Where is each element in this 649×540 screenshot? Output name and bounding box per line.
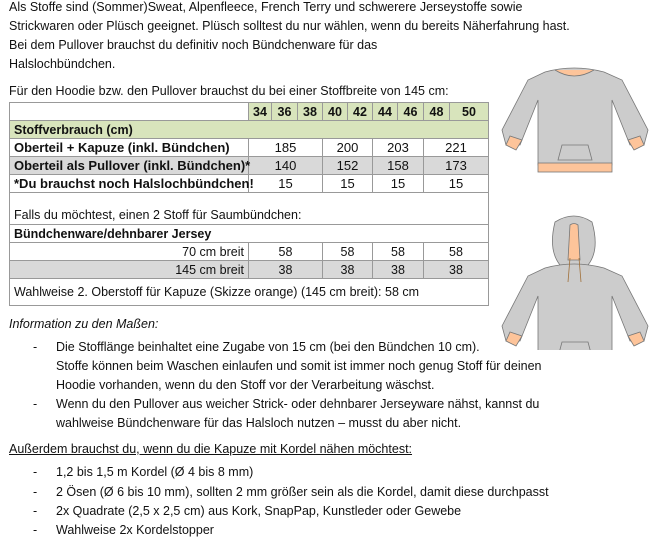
cell: 221 [423,138,489,157]
pullover-sketch [501,67,649,173]
cell: 38 [322,260,373,279]
info-bullet-line: Hoodie vorhanden, wenn du den Stoff vor … [56,378,435,392]
cell: 38 [248,260,323,279]
cell: 158 [372,156,424,175]
size-header: 38 [297,102,323,121]
bullet-dash: - [33,340,38,354]
extra-bullet: Wahlweise 2x Kordelstopper [56,523,214,537]
row-label: Oberteil als Pullover (inkl. Bündchen)* [9,156,250,175]
info-bullet-line: Wenn du den Pullover aus weicher Strick-… [56,397,540,411]
info-heading: Information zu den Maßen: [9,317,159,331]
sub-section-header: Bündchenware/dehnbarer Jersey [9,224,489,243]
cell: 173 [423,156,489,175]
size-header: 46 [397,102,424,121]
cell: 203 [372,138,424,157]
bullet-dash: - [33,485,38,499]
row-label: 70 cm breit [9,242,249,261]
extra-heading: Außerdem brauchst du, wenn du die Kapuze… [9,442,413,456]
hoodie-sketch [501,215,649,350]
cell: 58 [423,242,489,261]
intro-line: Als Stoffe sind (Sommer)Sweat, Alpenflee… [9,0,523,14]
cell: 38 [372,260,424,279]
size-header: 34 [248,102,272,121]
cell: 58 [248,242,323,261]
cell: 152 [322,156,373,175]
info-bullet-line: Stoffe können beim Waschen einlaufen und… [56,359,542,373]
bullet-dash: - [33,397,38,411]
size-header: 42 [347,102,373,121]
info-bullet-line: wahlweise Bündchenware für das Halsloch … [56,416,462,430]
bullet-dash: - [33,465,38,479]
cell: 200 [322,138,373,157]
bullet-dash: - [33,504,38,518]
table-caption: Für den Hoodie bzw. den Pullover brauchs… [9,84,449,98]
size-header: 50 [449,102,489,121]
intro-line: Halslochbündchen. [9,57,116,71]
fabric-table: 34 36 38 40 42 44 46 48 50 Stoffverbrauc… [9,102,489,306]
row-label: *Du brauchst noch Halslochbündchen! [9,174,254,193]
header-blank [9,102,249,121]
size-header: 36 [271,102,298,121]
cell: 15 [248,174,323,193]
cell: 15 [423,174,489,193]
footer-row: Wahlweise 2. Oberstoff für Kapuze (Skizz… [9,278,489,306]
intro-line: Bei dem Pullover brauchst du definitiv n… [9,38,378,52]
cell: 38 [423,260,489,279]
size-header: 44 [372,102,398,121]
cell: 185 [248,138,323,157]
cell: 58 [322,242,373,261]
intro-line: Strickwaren oder Plüsch geeignet. Plüsch… [9,19,570,33]
bullet-dash: - [33,523,38,537]
extra-bullet: 1,2 bis 1,5 m Kordel (Ø 4 bis 8 mm) [56,465,254,479]
cell: 15 [322,174,373,193]
cell: 58 [372,242,424,261]
cell: 15 [372,174,424,193]
note-row: Falls du möchtest, einen 2 Stoff für Sau… [9,192,489,225]
extra-bullet: 2 Ösen (Ø 6 bis 10 mm), sollten 2 mm grö… [56,485,549,499]
hoodie-sketches [501,67,649,350]
row-label: 145 cm breit [9,260,249,279]
cell: 140 [248,156,323,175]
section-header: Stoffverbrauch (cm) [9,120,489,139]
size-header: 40 [322,102,348,121]
info-bullet-line: Die Stofflänge beinhaltet eine Zugabe vo… [56,340,480,354]
size-header: 48 [423,102,450,121]
row-label: Oberteil + Kapuze (inkl. Bündchen) [9,138,249,157]
extra-bullet: 2x Quadrate (2,5 x 2,5 cm) aus Kork, Sna… [56,504,462,518]
